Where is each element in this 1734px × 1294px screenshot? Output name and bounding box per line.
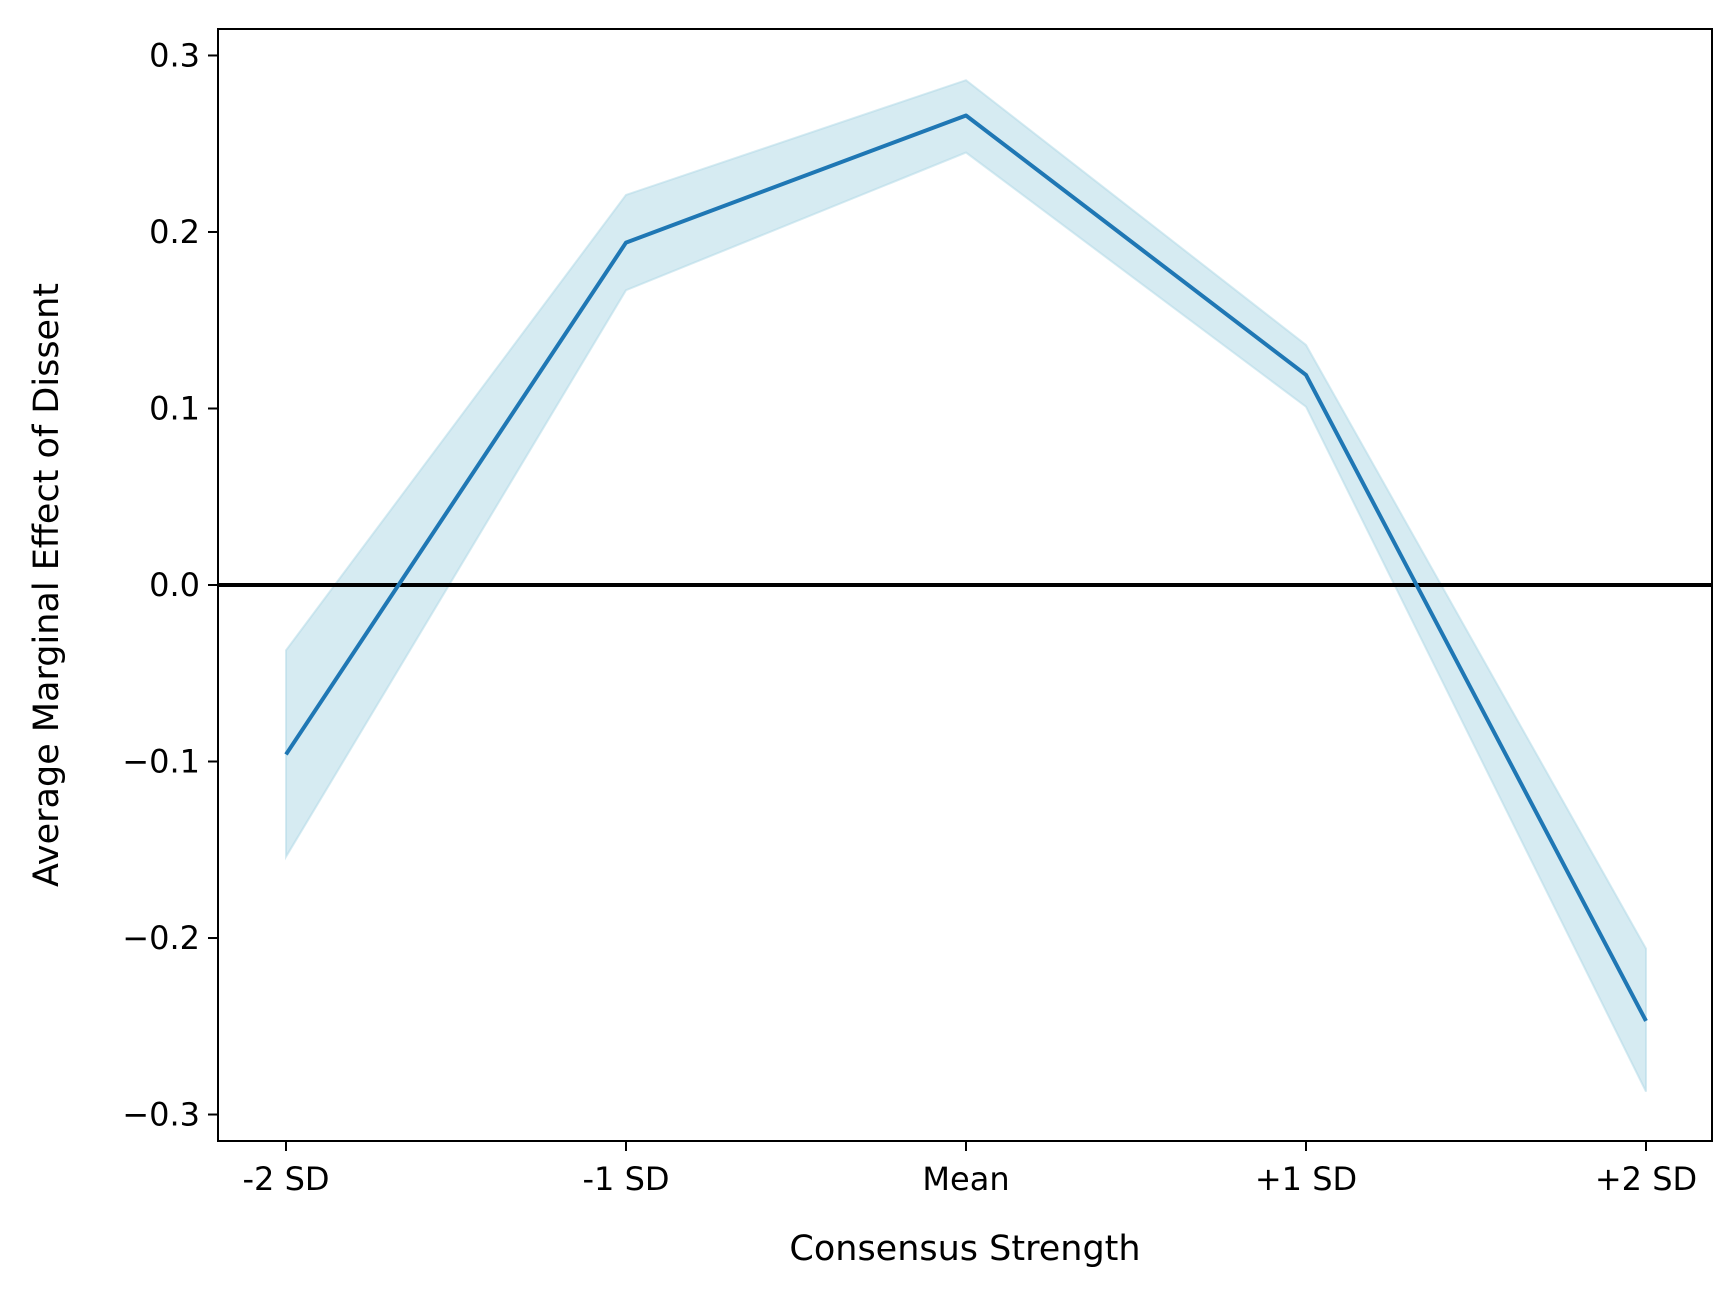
x-tick-label: -1 SD	[582, 1160, 669, 1198]
x-tick-label: +2 SD	[1595, 1160, 1697, 1198]
confidence-band	[285, 79, 1647, 1093]
plot-area	[218, 79, 1712, 1093]
y-tick-label: −0.1	[122, 743, 200, 781]
x-axis: -2 SD -1 SD Mean +1 SD +2 SD	[242, 1141, 1697, 1198]
y-tick-label: 0.0	[149, 566, 200, 604]
x-tick-label: -2 SD	[242, 1160, 329, 1198]
x-axis-label: Consensus Strength	[789, 1229, 1140, 1269]
y-axis: −0.3 −0.2 −0.1 0.0 0.1 0.2 0.3	[122, 36, 218, 1134]
x-tick-label: Mean	[922, 1160, 1009, 1198]
series-line	[284, 113, 1648, 1022]
y-tick-label: 0.3	[149, 36, 200, 74]
y-tick-label: −0.3	[122, 1096, 200, 1134]
y-tick-label: 0.1	[149, 389, 200, 427]
y-axis-label: Average Marginal Effect of Dissent	[27, 283, 67, 887]
y-tick-label: 0.2	[149, 213, 200, 251]
x-tick-label: +1 SD	[1255, 1160, 1357, 1198]
y-tick-label: −0.2	[122, 919, 200, 957]
